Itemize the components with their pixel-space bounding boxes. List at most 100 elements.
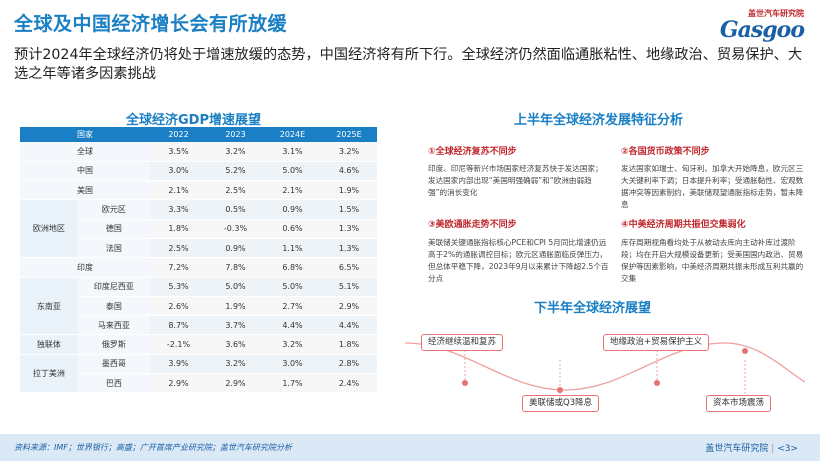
value-cell: 0.5%	[207, 199, 264, 220]
value-cell: 2.7%	[264, 296, 321, 317]
outlook-wave-diagram	[405, 342, 805, 394]
value-cell: 1.7%	[264, 373, 321, 394]
outlook-tag-recovery: 经济继续温和复苏	[421, 334, 504, 351]
col-header-country: 国家	[20, 127, 150, 142]
value-cell: 2.6%	[150, 296, 207, 317]
value-cell: 3.0%	[264, 354, 321, 375]
value-cell: 7.2%	[150, 257, 207, 278]
country-cell: 泰国	[77, 296, 150, 317]
value-cell: 1.3%	[321, 219, 377, 239]
country-cell: 欧元区	[77, 199, 150, 220]
footer-org: 盖世汽车研究院 | <3>	[705, 444, 798, 454]
country-cell: 印度尼西亚	[77, 277, 150, 297]
page-number: <3>	[777, 444, 798, 454]
country-cell: 俄罗斯	[77, 334, 150, 355]
value-cell: 5.1%	[321, 277, 377, 297]
outlook-tag-geopolitics: 地缘政治+贸易保护主义	[603, 334, 710, 351]
item-title-3: ③美欧通胀走势不同步	[428, 220, 517, 230]
value-cell: 2.5%	[150, 238, 207, 259]
item-text-1: 印度、印尼等新兴市场国家经济复苏快于发达国家；发达国家内部出现“美国明强确弱”和…	[428, 164, 603, 197]
footer-org-name: 盖世汽车研究院	[705, 444, 769, 454]
value-cell: 5.0%	[264, 277, 321, 297]
value-cell: 6.5%	[321, 257, 377, 278]
value-cell: 4.6%	[321, 161, 377, 182]
value-cell: 1.1%	[264, 238, 321, 259]
table-row: 法国 2.5% 0.9% 1.1% 1.3%	[20, 238, 377, 259]
value-cell: 3.5%	[150, 142, 207, 162]
value-cell: 3.6%	[207, 334, 264, 355]
country-cell: 印度	[20, 257, 150, 278]
value-cell: 2.1%	[264, 180, 321, 201]
outlook-tag-fed-cut: 美联储或Q3降息	[522, 395, 600, 412]
table-row: 欧洲地区 欧元区 3.3% 0.5% 0.9% 1.5%	[20, 199, 377, 259]
value-cell: 8.7%	[150, 315, 207, 336]
country-cell: 法国	[77, 238, 150, 259]
item-text-2: 发达国家如瑞士、匈牙利、加拿大开始降息，欧元区三大关键利率下调；日本提升利率；受…	[621, 164, 804, 209]
value-cell: 4.4%	[321, 315, 377, 336]
value-cell: 0.9%	[264, 199, 321, 220]
logo: 盖世汽车研究院 Gasgoo	[704, 8, 805, 44]
value-cell: -0.3%	[207, 219, 264, 239]
value-cell: 1.5%	[321, 199, 377, 220]
value-cell: 3.2%	[264, 334, 321, 355]
value-cell: 5.3%	[150, 277, 207, 297]
value-cell: 7.8%	[207, 257, 264, 278]
page-title: 全球及中国经济增长会有所放缓	[14, 13, 288, 35]
value-cell: 1.9%	[207, 296, 264, 317]
footer-source: 资料来源：IMF；世界银行；高盛；广开首席产业研究院；盖世汽车研究院分析	[14, 443, 292, 452]
table-row: 巴西 2.9% 2.9% 1.7% 2.4%	[20, 373, 377, 394]
value-cell: 2.4%	[321, 373, 377, 394]
table-row: 独联体 俄罗斯 -2.1% 3.6% 3.2% 1.8%	[20, 334, 377, 355]
h2-outlook-heading: 下半年全球经济展望	[534, 301, 652, 316]
table-row: 印度 7.2% 7.8% 6.8% 6.5%	[20, 257, 377, 278]
value-cell: 2.9%	[150, 373, 207, 394]
item-title-1: ①全球经济复苏不同步	[428, 147, 517, 157]
logo-cn: 盖世汽车研究院	[748, 9, 804, 18]
wave-dot-3	[654, 380, 660, 386]
value-cell: 0.6%	[264, 219, 321, 239]
subtitle: 预计2024年全球经济仍将处于增速放缓的态势，中国经济将有所下行。全球经济仍然面…	[14, 47, 803, 82]
table-row: 马来西亚 8.7% 3.7% 4.4% 4.4%	[20, 315, 377, 336]
h1-analysis-heading: 上半年全球经济发展特征分析	[514, 113, 684, 128]
value-cell: 1.9%	[321, 180, 377, 201]
value-cell: 6.8%	[264, 257, 321, 278]
table-row: 拉丁美洲 墨西哥 3.9% 3.2% 3.0% 2.8%	[20, 354, 377, 394]
col-header-2023: 2023	[207, 127, 264, 142]
outlook-wave-line	[405, 342, 805, 391]
col-header-2025e: 2025E	[321, 127, 377, 142]
gdp-table: 国家 2022 2023 2024E 2025E 全球 3.5% 3.2% 3.1% 3…	[20, 127, 377, 394]
table-row: 中国 3.0% 5.2% 5.0% 4.6%	[20, 161, 377, 182]
country-cell: 美国	[20, 180, 150, 201]
value-cell: 5.2%	[207, 161, 264, 182]
footer: 资料来源：IMF；世界银行；高盛；广开首席产业研究院；盖世汽车研究院分析 盖世汽…	[0, 434, 820, 461]
item-title-2: ②各国货币政策不同步	[621, 147, 710, 157]
value-cell: 3.1%	[264, 142, 321, 162]
value-cell: 3.3%	[150, 199, 207, 220]
country-cell: 全球	[20, 142, 150, 162]
country-cell: 墨西哥	[77, 354, 150, 375]
value-cell: 2.9%	[321, 296, 377, 317]
table-row: 美国 2.1% 2.5% 2.1% 1.9%	[20, 180, 377, 201]
item-text-3: 美联储关键通胀指标核心PCE和CPI 5月同比增速仍远高于2%的通胀调控目标；欧…	[428, 238, 609, 283]
table-row: 泰国 2.6% 1.9% 2.7% 2.9%	[20, 296, 377, 317]
value-cell: 3.0%	[150, 161, 207, 182]
wave-dot-2	[557, 387, 563, 393]
region-cell: 拉丁美洲	[20, 354, 78, 394]
value-cell: 1.8%	[321, 334, 377, 355]
value-cell: 2.9%	[207, 373, 264, 394]
value-cell: 3.2%	[321, 142, 377, 162]
value-cell: 3.7%	[207, 315, 264, 336]
outlook-tag-market: 资本市场震荡	[706, 395, 772, 412]
value-cell: 3.2%	[207, 142, 264, 162]
value-cell: 2.8%	[321, 354, 377, 375]
table-row: 东南亚 印度尼西亚 5.3% 5.0% 5.0% 5.1%	[20, 277, 377, 336]
gdp-table-heading: 全球经济GDP增速展望	[126, 113, 261, 128]
country-cell: 德国	[77, 219, 150, 239]
item-title-4: ④中美经济周期共振但交集弱化	[621, 220, 746, 230]
value-cell: 2.5%	[207, 180, 264, 201]
value-cell: 1.8%	[150, 219, 207, 239]
value-cell: -2.1%	[150, 334, 207, 355]
logo-en: Gasgoo	[719, 17, 805, 43]
table-row: 全球 3.5% 3.2% 3.1% 3.2%	[20, 142, 377, 162]
region-cell: 独联体	[20, 334, 78, 355]
